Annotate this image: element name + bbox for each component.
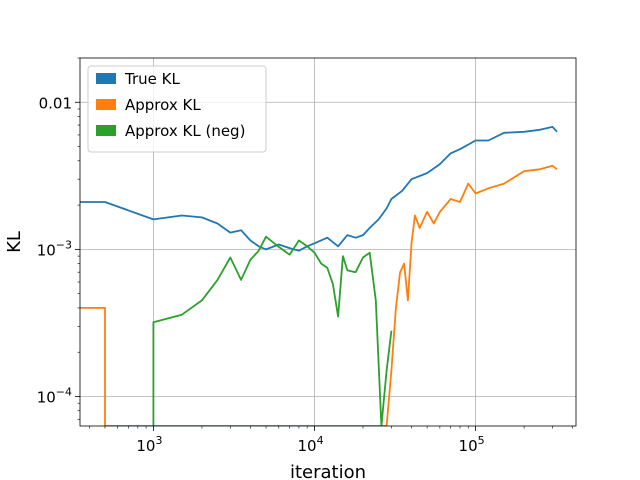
x-tick-label-base: 10 — [297, 437, 316, 455]
x-tick-label-exponent: 3 — [155, 434, 162, 447]
legend-swatch-approx-kl-neg — [96, 125, 116, 136]
series-line-true-kl — [80, 126, 558, 252]
legend: True KL Approx KL Approx KL (neg) — [87, 65, 267, 153]
legend-label-true-kl: True KL — [124, 70, 180, 88]
y-tick-label: 10−3 — [37, 238, 72, 259]
x-tick-label-base: 10 — [136, 437, 155, 455]
series-line-approx-kl — [80, 164, 558, 426]
plot-frame — [79, 57, 577, 427]
x-tick-label: 103 — [136, 434, 162, 455]
x-tick-label-base: 10 — [459, 437, 478, 455]
legend-label-approx-kl: Approx KL — [125, 96, 201, 114]
legend-swatch-approx-kl — [96, 99, 116, 110]
series-line-approx-kl-neg — [152, 235, 393, 426]
y-tick-label-base: 10 — [37, 388, 56, 406]
x-tick-label: 104 — [297, 434, 323, 455]
x-ticks: 103 104 105 — [89, 426, 573, 455]
series-layer — [80, 126, 558, 426]
y-tick-label-exponent: −3 — [56, 238, 72, 251]
legend-swatch-true-kl — [96, 73, 116, 84]
legend-label-approx-kl-neg: Approx KL (neg) — [125, 122, 245, 140]
x-tick-label-exponent: 4 — [317, 434, 324, 447]
y-tick-label: 10−4 — [37, 385, 72, 406]
y-axis-label: KL — [4, 231, 25, 253]
x-axis-label: iteration — [290, 462, 366, 480]
y-ticks: 10−410−30.01 — [37, 57, 80, 420]
x-tick-label: 105 — [459, 434, 485, 455]
legend-box — [87, 65, 267, 153]
y-tick-label-exponent: −4 — [56, 385, 72, 398]
y-tick-label-base: 10 — [37, 241, 56, 259]
x-tick-label-exponent: 5 — [478, 434, 485, 447]
y-tick-label: 0.01 — [39, 94, 72, 112]
